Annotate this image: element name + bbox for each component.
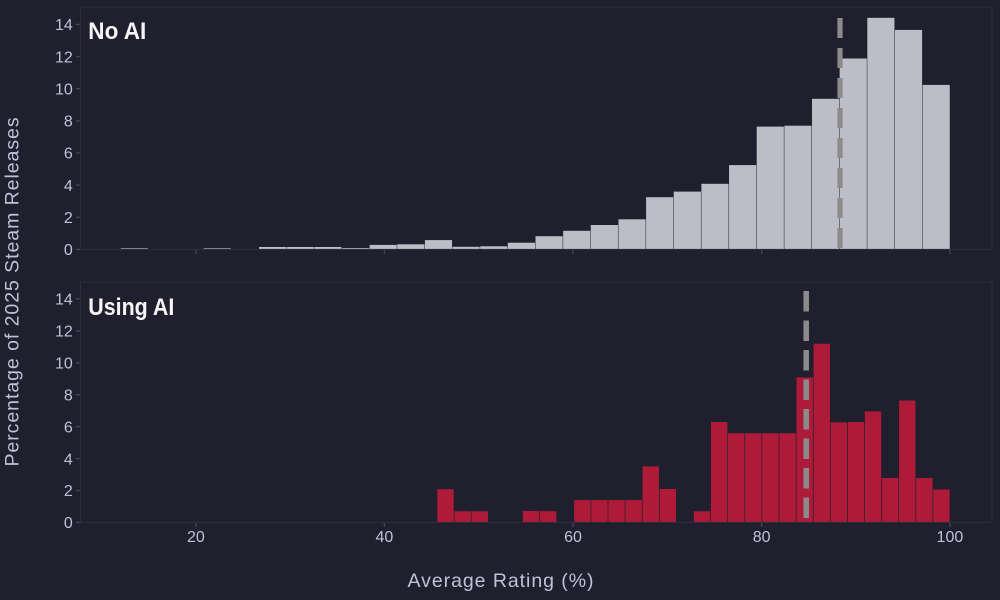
svg-text:2: 2 <box>64 483 73 500</box>
svg-text:12: 12 <box>55 324 73 341</box>
svg-text:0: 0 <box>64 515 73 532</box>
svg-text:80: 80 <box>753 529 771 546</box>
svg-text:8: 8 <box>64 387 73 404</box>
svg-text:10: 10 <box>55 356 73 373</box>
svg-text:14: 14 <box>55 292 73 309</box>
svg-text:0: 0 <box>64 242 73 259</box>
svg-text:14: 14 <box>55 17 73 34</box>
svg-text:Using AI: Using AI <box>88 294 174 321</box>
svg-text:100: 100 <box>937 529 964 546</box>
svg-text:2: 2 <box>64 210 73 227</box>
svg-text:60: 60 <box>564 529 582 546</box>
svg-text:8: 8 <box>64 114 73 131</box>
svg-text:4: 4 <box>64 451 73 468</box>
svg-text:6: 6 <box>64 419 73 436</box>
svg-text:20: 20 <box>187 529 205 546</box>
svg-text:40: 40 <box>376 529 394 546</box>
svg-text:Average Rating (%): Average Rating (%) <box>408 570 595 592</box>
svg-text:4: 4 <box>64 178 73 195</box>
svg-text:Percentage of 2025 Steam Relea: Percentage of 2025 Steam Releases <box>2 116 24 466</box>
svg-text:No AI: No AI <box>88 18 146 45</box>
svg-text:10: 10 <box>55 81 73 98</box>
svg-text:6: 6 <box>64 146 73 163</box>
svg-text:12: 12 <box>55 49 73 66</box>
